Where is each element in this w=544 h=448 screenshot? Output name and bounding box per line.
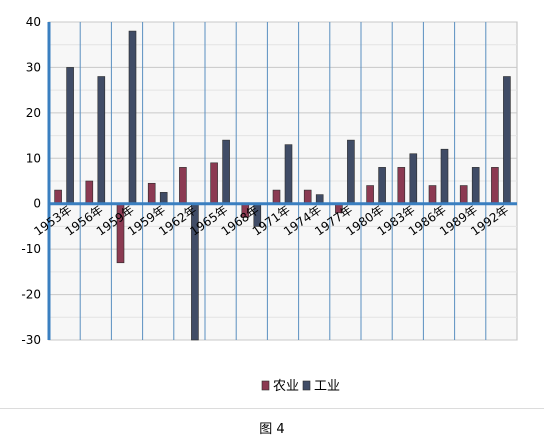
bar-industry [409,153,418,205]
figure-caption: 图 4 [259,422,285,437]
y-tick-label: 0 [33,197,41,211]
bar-industry [222,139,230,205]
bar-industry [284,144,293,205]
legend-label: 农业 [273,379,299,394]
bar-agriculture [85,180,94,205]
bar-industry [159,192,168,205]
bar-industry [378,167,386,205]
legend-swatch [302,380,311,391]
y-tick-labels: -30 -20 -10 0 10 20 30 40 [21,15,41,347]
legend-label: 工业 [314,379,340,394]
bar-agriculture [210,162,218,205]
bar-agriculture [272,189,281,205]
bar-agriculture [459,185,468,205]
y-tick-label: -20 [21,288,41,302]
y-tick-label: 40 [26,15,41,29]
bar-industry [128,30,137,205]
legend-swatch [261,380,270,391]
y-tick-label: 20 [26,106,41,120]
y-tick-label: 10 [26,151,41,165]
caption-separator [0,408,544,409]
bar-industry [471,167,480,205]
bar-industry [347,139,355,205]
y-tick-label: -10 [21,242,41,256]
legend: 农业 工业 [261,379,340,394]
bar-industry [66,67,74,205]
bar-agriculture [397,167,406,205]
bar-agriculture [147,182,156,205]
bar-industry [97,76,106,205]
bar-agriculture [54,189,62,205]
bar-agriculture [303,189,312,205]
y-tick-label: -30 [21,333,41,347]
bar-industry [440,148,449,205]
bar-agriculture [491,167,499,205]
bars [54,30,511,341]
bar-agriculture [179,167,187,205]
bar-industry [503,76,511,205]
bar-agriculture [366,185,374,205]
vertical-gridlines [79,22,487,340]
y-tick-label: 30 [26,60,41,74]
bar-agriculture [428,185,437,205]
